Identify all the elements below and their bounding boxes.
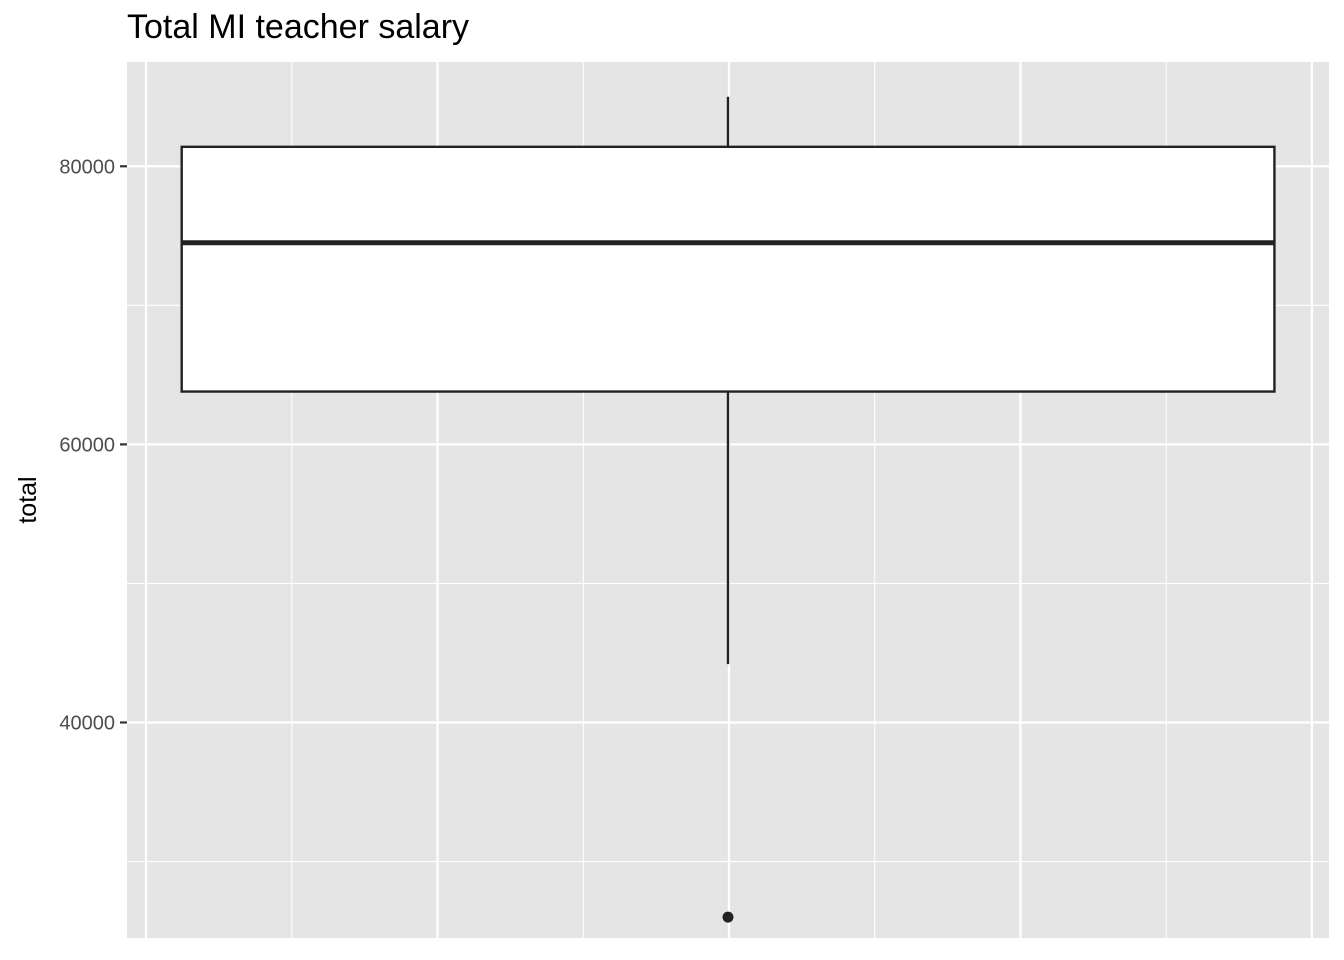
outlier-point — [722, 911, 734, 923]
y-tick-label: 40000 — [59, 712, 115, 734]
y-tick-label: 60000 — [59, 434, 115, 456]
y-axis-title: total — [14, 476, 42, 523]
chart-title: Total MI teacher salary — [127, 8, 470, 46]
box-plot — [180, 96, 1276, 923]
y-axis: 40000 60000 80000 — [59, 156, 127, 734]
y-tick-label: 80000 — [59, 156, 115, 178]
interquartile-box — [180, 145, 1276, 393]
